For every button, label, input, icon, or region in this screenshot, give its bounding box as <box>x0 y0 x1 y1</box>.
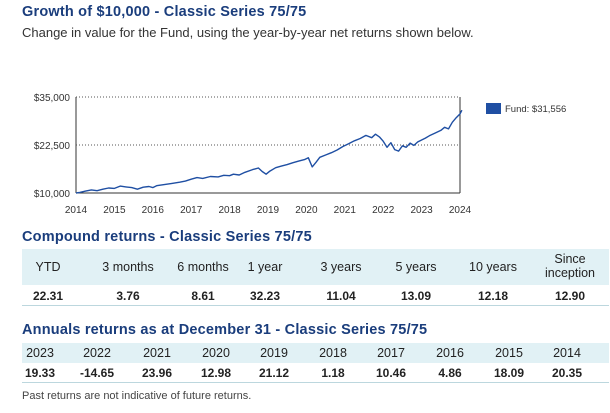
compound-header-cell: 5 years <box>395 260 437 274</box>
x-tick-label: 2023 <box>410 205 433 216</box>
compound-returns-title: Compound returns - Classic Series 75/75 <box>22 229 312 245</box>
compound-header-cell: 10 years <box>469 260 517 274</box>
compound-header-cell: 6 months <box>177 260 229 274</box>
x-tick-label: 2024 <box>449 205 472 216</box>
annual-header-band <box>22 343 609 363</box>
x-tick-label: 2021 <box>334 205 357 216</box>
x-tick-label: 2022 <box>372 205 395 216</box>
annual-value-cell: 12.98 <box>200 366 232 380</box>
x-tick-label: 2020 <box>295 205 318 216</box>
annual-value-cell: 19.33 <box>24 366 56 380</box>
compound-header-cell: Since inception <box>544 252 596 280</box>
disclaimer-footnote: Past returns are not indicative of futur… <box>22 390 252 402</box>
annual-value-cell: 18.09 <box>493 366 525 380</box>
compound-header-cell: 1 year <box>247 260 283 274</box>
compound-value-cell: 22.31 <box>32 289 64 303</box>
annual-year-cell: 2016 <box>436 346 464 360</box>
legend-swatch <box>486 103 501 114</box>
growth-title: Growth of $10,000 - Classic Series 75/75 <box>22 4 307 20</box>
annual-bottom-rule <box>22 382 609 383</box>
annual-year-cell: 2023 <box>26 346 54 360</box>
annual-value-cell: 4.86 <box>438 366 462 380</box>
annual-year-cell: 2020 <box>202 346 230 360</box>
annual-year-cell: 2018 <box>319 346 347 360</box>
x-tick-label: 2017 <box>180 205 203 216</box>
annual-year-cell: 2021 <box>143 346 171 360</box>
compound-value-cell: 11.04 <box>326 289 356 303</box>
fund-series-line <box>75 109 463 194</box>
compound-header-cell: 3 months <box>102 260 154 274</box>
compound-value-cell: 13.09 <box>400 289 432 303</box>
annual-value-cell: 21.12 <box>258 366 290 380</box>
annual-year-cell: 2017 <box>377 346 405 360</box>
annual-returns-title: Annuals returns as at December 31 - Clas… <box>22 322 428 338</box>
annual-year-cell: 2014 <box>553 346 581 360</box>
x-tick-label: 2018 <box>218 205 241 216</box>
compound-header-cell: YTD <box>35 260 61 274</box>
legend-label: Fund: $31,556 <box>505 104 566 115</box>
compound-header-cell: 3 years <box>320 260 362 274</box>
growth-subtitle: Change in value for the Fund, using the … <box>22 25 474 40</box>
annual-year-cell: 2019 <box>260 346 288 360</box>
x-tick-label: 2016 <box>142 205 165 216</box>
compound-value-cell: 12.90 <box>554 289 586 303</box>
y-tick-label: $10,000 <box>34 189 71 200</box>
compound-header-band <box>22 249 609 285</box>
annual-value-cell: 1.18 <box>321 366 345 380</box>
annual-year-cell: 2022 <box>83 346 111 360</box>
x-tick-label: 2015 <box>103 205 126 216</box>
y-tick-label: $35,000 <box>34 93 71 104</box>
compound-value-cell: 3.76 <box>116 289 140 303</box>
compound-value-cell: 12.18 <box>477 289 509 303</box>
compound-value-cell: 8.61 <box>191 289 215 303</box>
y-tick-label: $22,500 <box>34 141 71 152</box>
compound-value-cell: 32.23 <box>249 289 281 303</box>
growth-chart: $10,000 $22,500 $35,000 2014 2015 2016 2017 201… <box>34 93 566 216</box>
x-tick-label: 2019 <box>257 205 280 216</box>
annual-value-cell: 20.35 <box>551 366 583 380</box>
compound-bottom-rule <box>22 305 609 306</box>
annual-value-cell: 10.46 <box>375 366 407 380</box>
annual-value-cell: 23.96 <box>141 366 173 380</box>
annual-value-cell: -14.65 <box>79 366 115 380</box>
x-tick-label: 2014 <box>65 205 88 216</box>
annual-year-cell: 2015 <box>495 346 523 360</box>
